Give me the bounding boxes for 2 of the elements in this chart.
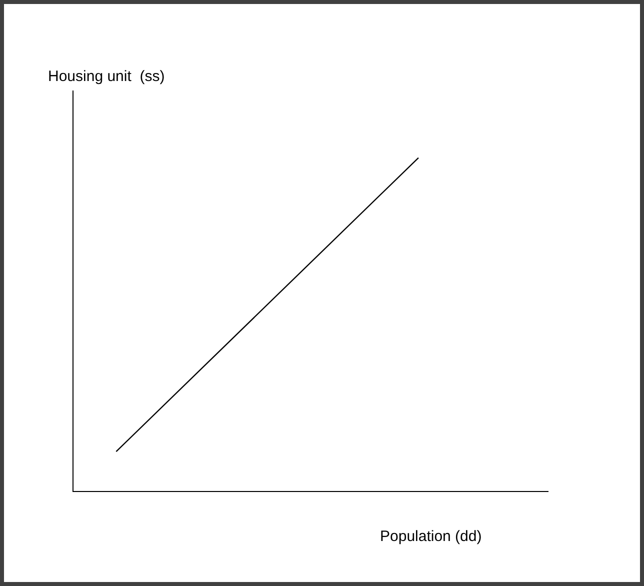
- y-axis-title: Housing unit (ss): [48, 68, 165, 85]
- x-axis-title: Population (dd): [380, 528, 482, 545]
